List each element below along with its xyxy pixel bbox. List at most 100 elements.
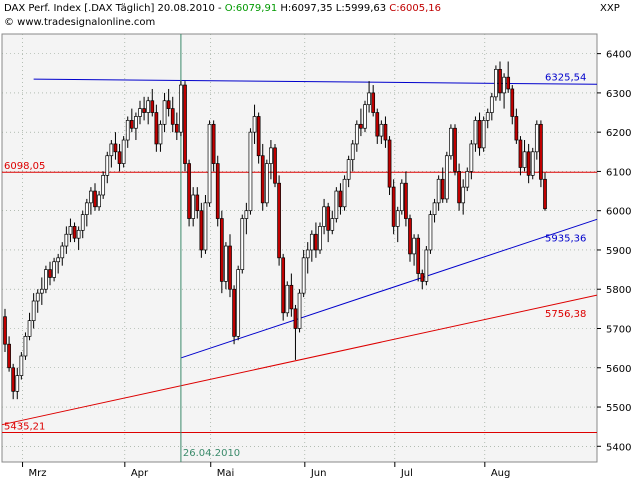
candle-down: [3, 316, 7, 345]
y-tick-label: 6300: [606, 89, 631, 100]
candle-up: [424, 249, 429, 282]
candle-down: [183, 84, 187, 164]
candle-up: [252, 116, 257, 133]
candle-up: [68, 226, 73, 235]
candle-up: [428, 214, 433, 251]
candle-up: [301, 257, 306, 294]
candle-down: [440, 178, 445, 200]
candle-up: [31, 300, 36, 321]
y-tick-label: 5700: [606, 324, 631, 335]
candle-up: [44, 269, 48, 290]
candle-up: [125, 120, 130, 141]
level-line-label: 6098,05: [4, 161, 45, 172]
y-tick-label: 6100: [606, 167, 631, 178]
candle-down: [408, 218, 412, 255]
candle-down: [326, 206, 331, 231]
trend-line-label: 5756,38: [545, 309, 586, 320]
source-credit: © www.tradesignalonline.com: [4, 17, 156, 28]
candle-down: [383, 123, 388, 141]
candle-up: [342, 178, 347, 208]
candle-up: [473, 120, 478, 145]
candle-up: [121, 139, 126, 164]
candle-down: [404, 182, 408, 219]
candle-up: [489, 96, 494, 113]
candle-up: [367, 92, 371, 106]
y-tick-label: 6000: [606, 207, 631, 218]
trend-line-label: 5935,36: [545, 233, 586, 244]
x-tick-label: Jul: [400, 468, 413, 479]
header-instrument: DAX Perf. Index [.DAX Täglich] 20.08.201…: [4, 3, 225, 14]
candle-down: [510, 88, 515, 117]
candle-up: [109, 143, 114, 157]
candle-up: [432, 202, 437, 215]
candle-up: [244, 210, 249, 219]
candle-down: [174, 123, 179, 133]
candle-down: [539, 123, 543, 180]
y-tick-label: 5600: [606, 364, 631, 375]
header-close: C:6005,16: [386, 3, 441, 14]
candle-down: [117, 151, 122, 164]
candle-down: [72, 226, 77, 239]
candle-down: [457, 171, 461, 204]
candle-down: [543, 178, 547, 210]
candle-down: [215, 163, 220, 219]
candle-up: [76, 229, 81, 239]
candle-up: [330, 218, 335, 231]
trend-line: [180, 218, 598, 359]
candle-down: [195, 194, 200, 212]
candle-up: [412, 237, 416, 255]
trend-line-label: 6325,54: [545, 72, 586, 83]
candle-up: [224, 245, 228, 282]
candle-up: [35, 292, 40, 302]
candle-down: [277, 182, 281, 259]
candle-down: [113, 143, 118, 153]
y-tick-label: 6400: [606, 50, 631, 61]
candle-up: [334, 190, 339, 219]
candle-up: [146, 100, 151, 113]
candle-down: [359, 123, 363, 129]
candle-down: [391, 186, 396, 227]
candle-up: [522, 151, 527, 168]
x-tick-label: Mai: [217, 468, 235, 479]
candle-up: [97, 194, 101, 208]
candle-down: [154, 112, 159, 145]
candle-down: [371, 92, 376, 113]
candle-down: [228, 245, 232, 290]
candle-down: [256, 116, 261, 157]
candle-down: [416, 237, 421, 274]
candle-up: [236, 269, 241, 337]
candle-up: [469, 143, 474, 172]
candle-up: [269, 147, 273, 164]
candle-up: [39, 288, 44, 294]
candle-up: [395, 210, 400, 227]
header-high: H:6097,35: [277, 3, 333, 14]
candle-down: [150, 100, 155, 113]
candle-up: [530, 151, 535, 176]
candle-up: [56, 257, 61, 263]
candle-up: [191, 194, 196, 219]
candle-down: [518, 139, 523, 168]
candle-down: [142, 108, 146, 113]
candle-up: [534, 123, 539, 153]
candle-up: [264, 163, 269, 204]
candle-up: [444, 155, 449, 200]
candle-up: [354, 123, 359, 145]
candle-up: [502, 76, 506, 94]
candle-down: [7, 343, 11, 369]
candle-down: [48, 269, 52, 278]
candle-down: [514, 116, 519, 141]
candle-down: [281, 257, 286, 314]
candle-up: [494, 68, 498, 98]
candle-down: [219, 218, 224, 282]
candle-up: [134, 116, 138, 129]
candle-up: [240, 218, 245, 270]
candle-down: [420, 273, 425, 282]
grid: [2, 34, 597, 462]
candle-up: [138, 108, 142, 117]
candle-down: [260, 155, 265, 204]
trend-line: [1, 294, 598, 426]
candle-up: [60, 245, 65, 259]
candle-up: [449, 127, 453, 157]
